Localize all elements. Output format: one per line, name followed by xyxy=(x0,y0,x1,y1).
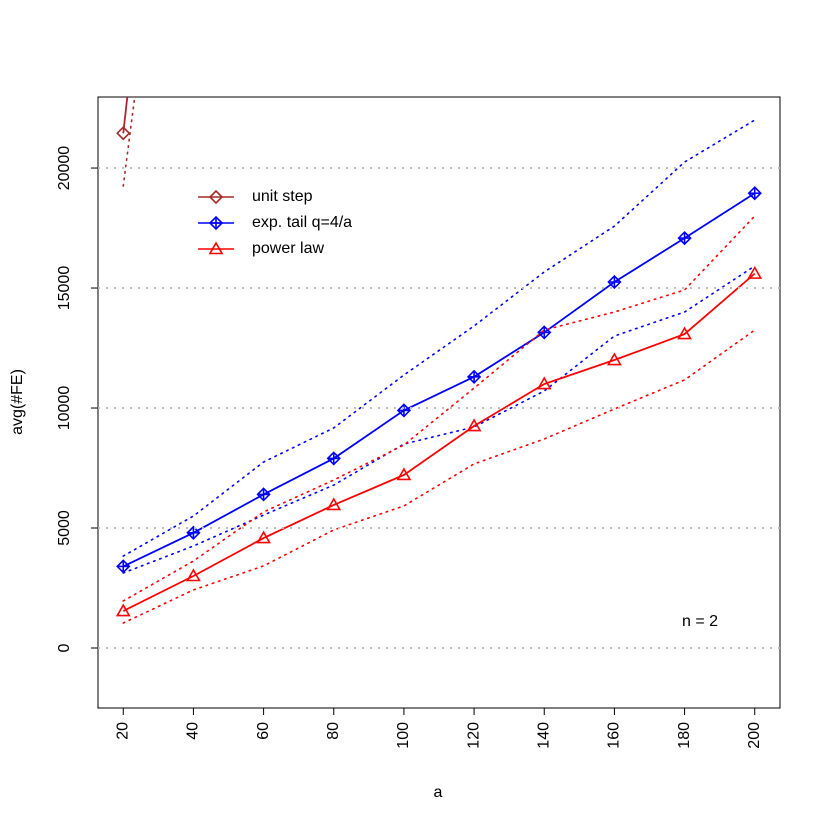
y-tick-label: 20000 xyxy=(56,146,73,191)
marker-shape xyxy=(677,326,692,340)
marker xyxy=(256,487,271,502)
marker-shape xyxy=(208,241,224,255)
marker xyxy=(607,352,622,366)
x-tick-label: 140 xyxy=(535,722,552,749)
upper-bound xyxy=(122,215,756,602)
marker-shape xyxy=(115,603,131,617)
marker xyxy=(536,376,552,390)
x-tick-label: 60 xyxy=(255,722,272,740)
marker xyxy=(747,186,762,201)
marker-shape xyxy=(186,568,201,582)
legend-label: exp. tail q=4/a xyxy=(252,214,352,231)
legend-label: power law xyxy=(252,240,324,257)
marker xyxy=(396,403,412,418)
marker xyxy=(326,497,342,511)
marker-shape xyxy=(466,418,482,432)
lower-bound xyxy=(122,97,136,187)
series-line xyxy=(122,97,129,134)
marker-shape xyxy=(208,189,224,205)
marker xyxy=(186,525,201,540)
marker xyxy=(747,266,763,279)
marker xyxy=(208,189,224,205)
marker xyxy=(396,467,412,481)
marker xyxy=(466,369,482,384)
marker-shape xyxy=(536,376,552,390)
x-tick-label: 80 xyxy=(325,722,342,740)
lower-bound xyxy=(122,329,756,624)
marker xyxy=(208,215,224,231)
marker-shape xyxy=(747,266,763,279)
marker xyxy=(116,559,131,574)
upper-bound xyxy=(122,119,756,557)
marker xyxy=(677,326,692,340)
lower-bound xyxy=(122,265,756,574)
x-tick-label: 40 xyxy=(185,722,202,740)
marker xyxy=(677,230,692,246)
series-line xyxy=(122,192,756,568)
marker-shape xyxy=(607,352,622,366)
marker xyxy=(537,325,552,340)
marker xyxy=(326,451,341,466)
y-axis-label: avg(#FE) xyxy=(9,369,26,435)
marker xyxy=(186,568,201,582)
marker-shape xyxy=(396,467,412,481)
x-tick-label: 180 xyxy=(676,722,693,749)
x-tick-label: 200 xyxy=(746,722,763,749)
marker xyxy=(115,603,131,617)
x-axis-label: a xyxy=(434,784,443,801)
x-tick-label: 100 xyxy=(395,722,412,749)
marker xyxy=(466,418,482,432)
x-tick-label: 120 xyxy=(465,722,482,749)
x-tick-label: 160 xyxy=(606,722,623,749)
y-tick-label: 15000 xyxy=(56,266,73,311)
y-tick-label: 10000 xyxy=(56,386,73,431)
y-tick-label: 0 xyxy=(56,643,73,652)
series-line xyxy=(122,272,756,612)
plot-frame xyxy=(97,96,781,709)
marker-shape xyxy=(326,497,342,511)
marker-shape xyxy=(256,530,271,544)
legend-label: unit step xyxy=(252,188,313,205)
marker-shape xyxy=(116,126,131,141)
marker xyxy=(208,241,224,255)
annotation: n = 2 xyxy=(682,613,718,630)
plot-area xyxy=(115,97,763,624)
marker xyxy=(256,530,271,544)
marker xyxy=(607,274,622,290)
marker xyxy=(116,126,131,141)
y-tick-label: 5000 xyxy=(56,510,73,546)
x-tick-label: 20 xyxy=(114,722,131,740)
